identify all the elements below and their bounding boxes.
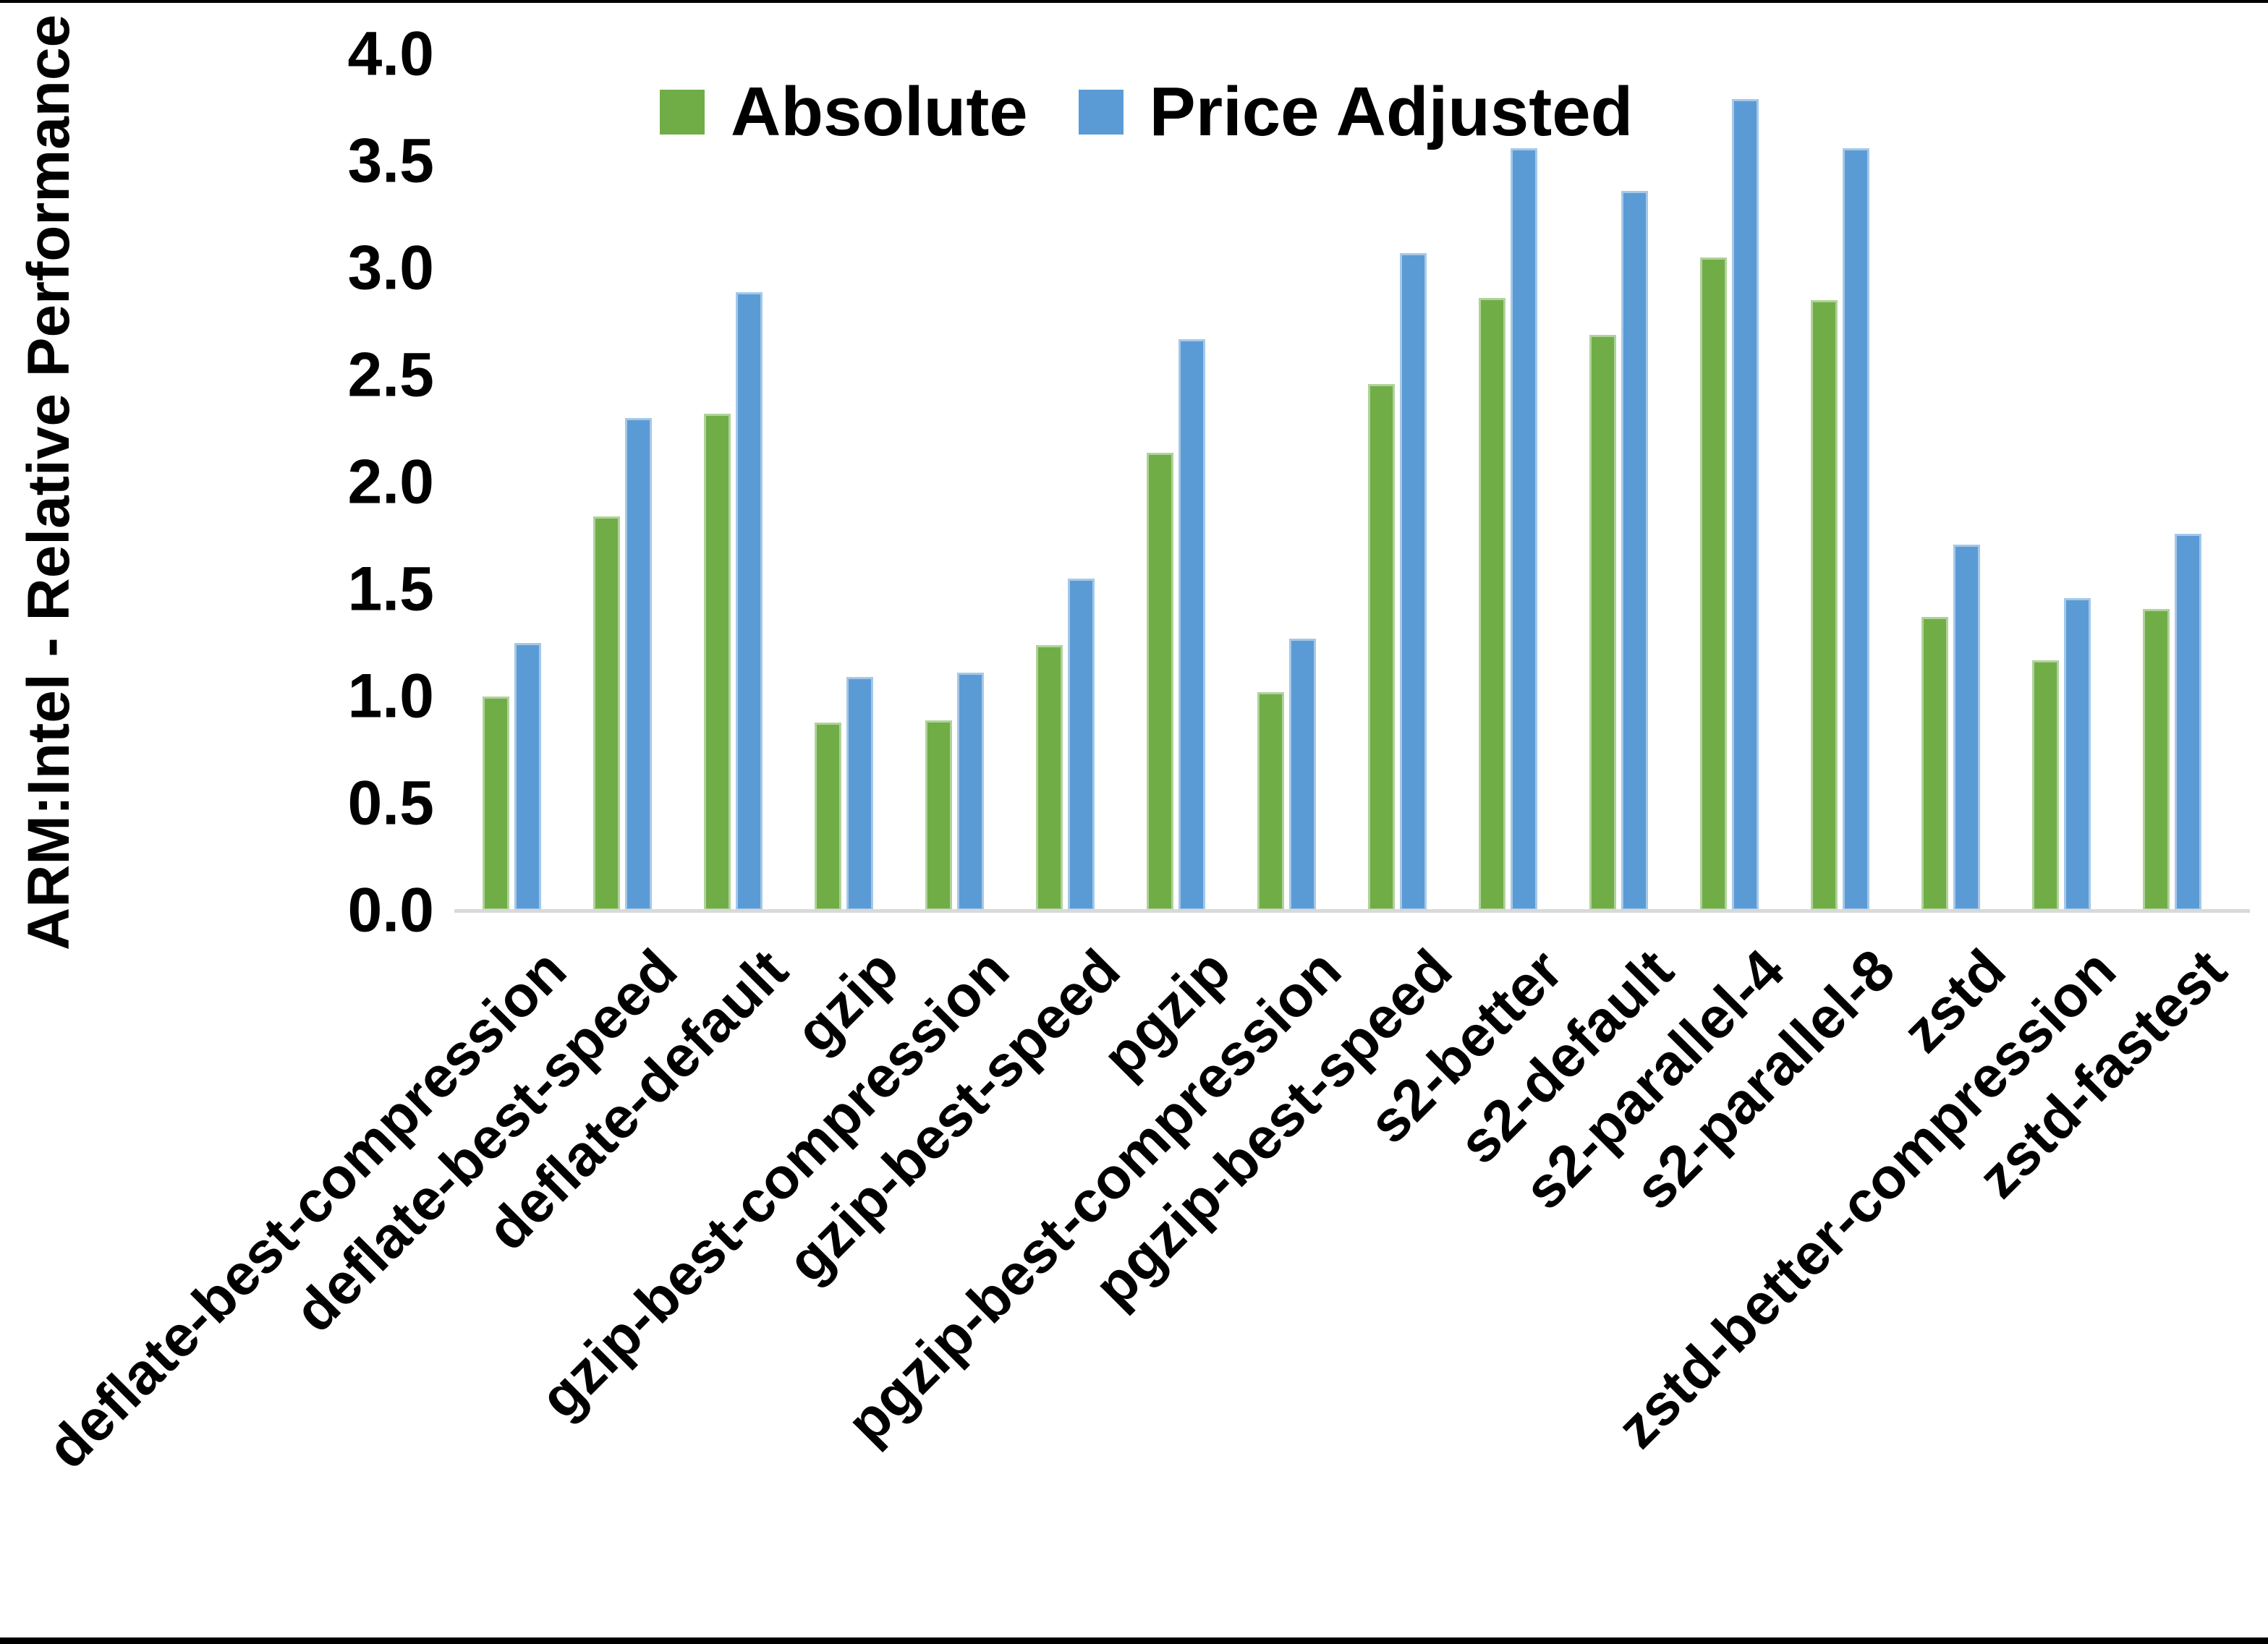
bar-price-adjusted xyxy=(2175,534,2201,911)
bar-absolute xyxy=(1589,335,1616,911)
legend-label: Price Adjusted xyxy=(1149,73,1634,150)
bar-absolute xyxy=(2032,660,2059,911)
legend-swatch-icon xyxy=(1078,90,1124,135)
top-border-line xyxy=(0,0,2268,3)
y-tick-label: 0.5 xyxy=(347,768,434,838)
bar-price-adjusted xyxy=(1511,148,1537,911)
bar-price-adjusted xyxy=(1732,99,1759,911)
y-tick-label: 0.0 xyxy=(347,875,434,945)
bar-absolute xyxy=(815,723,841,911)
y-tick-label: 1.0 xyxy=(347,661,434,731)
y-axis-title: ARM:Intel - Relative Performance xyxy=(16,14,82,951)
bar-absolute xyxy=(1479,298,1505,911)
bar-price-adjusted xyxy=(1621,191,1648,911)
bar-absolute xyxy=(704,414,731,911)
bar-price-adjusted xyxy=(1178,339,1205,911)
y-tick-label: 1.5 xyxy=(347,554,434,624)
y-tick-label: 3.5 xyxy=(347,126,434,196)
y-tick-label: 4.0 xyxy=(347,19,434,89)
bar-price-adjusted xyxy=(957,673,984,911)
bar-absolute xyxy=(1700,257,1727,911)
bar-absolute xyxy=(1921,617,1948,911)
bar-absolute xyxy=(593,516,620,911)
y-tick-label: 2.5 xyxy=(347,340,434,410)
bar-price-adjusted xyxy=(736,292,763,911)
bottom-border-bar xyxy=(0,1637,2268,1644)
bar-absolute xyxy=(2143,609,2170,911)
bar-price-adjusted xyxy=(514,643,541,911)
bar-absolute xyxy=(483,697,509,911)
bar-price-adjusted xyxy=(625,418,652,911)
bar-absolute xyxy=(1368,384,1395,911)
legend-item: Price Adjusted xyxy=(1078,72,1634,152)
bar-price-adjusted xyxy=(1843,148,1869,911)
bar-absolute xyxy=(1036,645,1063,911)
bar-price-adjusted xyxy=(1953,545,1980,911)
bar-price-adjusted xyxy=(2064,598,2091,911)
y-tick-label: 2.0 xyxy=(347,447,434,517)
bar-price-adjusted xyxy=(1068,579,1095,911)
x-axis-line xyxy=(454,909,2250,913)
legend: Absolute Price Adjusted xyxy=(660,72,1633,152)
y-tick-label: 3.0 xyxy=(347,233,434,303)
bar-absolute xyxy=(1257,692,1284,911)
legend-swatch-icon xyxy=(660,90,705,135)
bar-price-adjusted xyxy=(1289,639,1316,911)
bar-absolute xyxy=(1811,300,1838,911)
bar-price-adjusted xyxy=(846,677,873,911)
bar-price-adjusted xyxy=(1400,253,1427,911)
bar-absolute xyxy=(925,720,952,911)
legend-label: Absolute xyxy=(731,73,1028,150)
legend-item: Absolute xyxy=(660,72,1028,152)
bar-absolute xyxy=(1147,453,1173,911)
